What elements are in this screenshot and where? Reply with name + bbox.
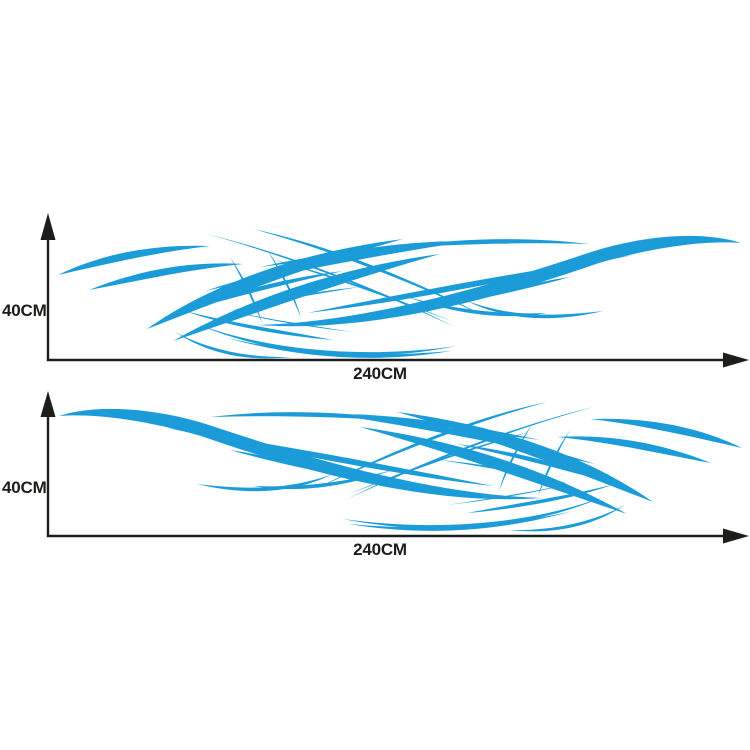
bottom-up-arrowhead-icon (40, 391, 56, 417)
bottom-right-arrowhead-icon (723, 528, 749, 544)
decal-graphic-top (58, 229, 741, 359)
bottom-width-dimension-label: 240CM (353, 540, 407, 559)
top-right-arrowhead-icon (723, 352, 749, 368)
top-width-dimension-label: 240CM (353, 364, 407, 383)
top-up-arrowhead-icon (40, 213, 56, 240)
bottom-height-dimension-label: 40CM (2, 478, 47, 497)
dimension-axes (46, 238, 726, 538)
axis-arrowheads (40, 213, 749, 544)
top-height-dimension-label: 40CM (2, 301, 47, 320)
decal-graphic-bottom (59, 402, 742, 532)
